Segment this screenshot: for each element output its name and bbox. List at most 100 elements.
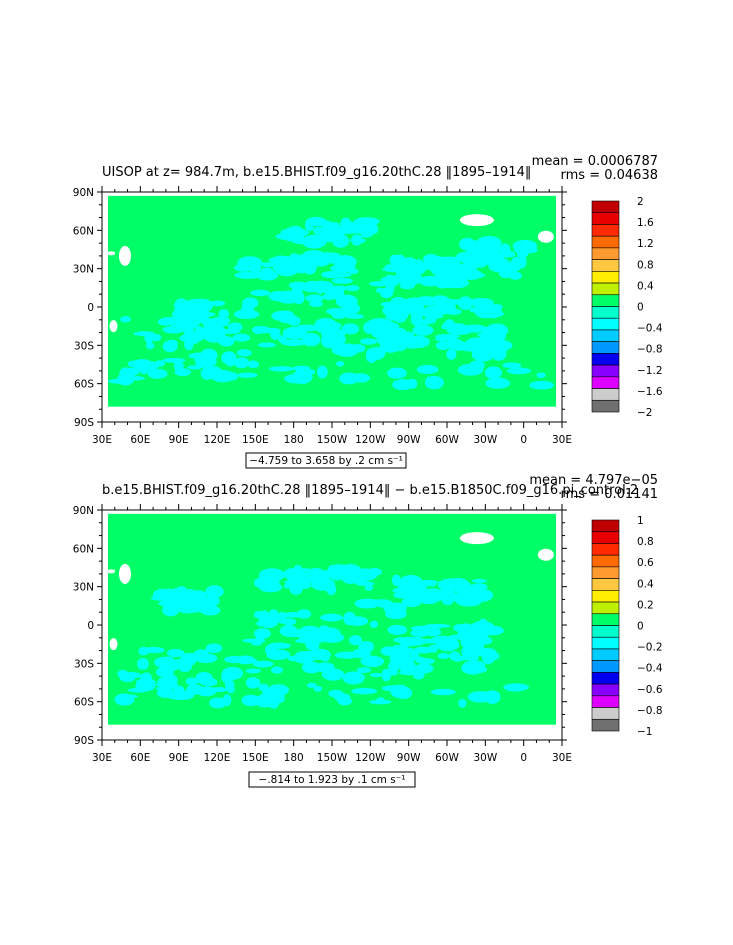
panel-2-axes: 90N 60N 30N 0 30S 60S 90S 30E 60E 90E 120E 150E 180 1…: [73, 504, 572, 764]
colorbar-swatch: [591, 306, 620, 319]
colorbar-label: −0.4: [637, 663, 663, 675]
panel-1-axes: 90N 60N 30N 0 30S 60S 90S 30E 60E 90E 120E 150E 180 1…: [73, 186, 572, 446]
colorbar-swatch: [591, 200, 620, 214]
panel-2-map: [102, 510, 562, 740]
colorbar-swatch: [591, 648, 620, 661]
colorbar-swatch: [591, 294, 620, 307]
colorbar-label: 0.2: [637, 599, 654, 611]
colorbar-label: −0.4: [637, 323, 663, 335]
colorbar-label: 0.8: [637, 259, 654, 271]
colorbar-swatch: [591, 235, 620, 249]
x-tick-label: 180: [284, 752, 304, 764]
panel-1-range-label: −4.759 to 3.658 by .2 cm s⁻¹: [249, 455, 403, 467]
x-tick-label: 90E: [169, 434, 189, 446]
colorbar-swatch: [591, 212, 620, 225]
panel-1-colorbar: 2 1.6 1.2 0.8 0.4 0 −0.4 −0.8 −1.2 −1.6 −2: [591, 196, 663, 419]
colorbar-swatch: [591, 519, 620, 533]
x-tick-label: 30E: [552, 434, 572, 446]
colorbar-label: −2: [637, 407, 652, 419]
y-tick-label: 90N: [73, 505, 94, 517]
x-tick-label: 120W: [355, 752, 386, 764]
colorbar-swatch: [591, 613, 620, 626]
x-tick-label: 90W: [397, 434, 421, 446]
colorbar-swatch: [591, 364, 620, 378]
panel-1-mean: mean = 0.0006787: [532, 154, 658, 169]
colorbar-swatch: [591, 224, 620, 237]
colorbar-label: 0.4: [637, 578, 654, 590]
colorbar-swatch: [591, 683, 620, 697]
x-tick-label: 90W: [397, 752, 421, 764]
y-tick-label: 0: [87, 620, 94, 632]
panel-2-mean: mean = 4.797e−05: [529, 473, 658, 488]
x-tick-label: 180: [284, 434, 304, 446]
panel-2-colorbar: 1 0.8 0.6 0.4 0.2 0 −0.2 −0.4 −0.6 −0.8 −1: [591, 515, 663, 738]
colorbar-label: −1.6: [637, 386, 663, 398]
colorbar-swatch: [591, 578, 620, 591]
y-tick-label: 60S: [74, 697, 94, 709]
colorbar-label: 1.2: [637, 238, 654, 250]
x-tick-label: 0: [520, 434, 527, 446]
x-tick-label: 150W: [317, 434, 348, 446]
colorbar-swatch: [591, 247, 620, 260]
panel-2-range-label: −.814 to 1.923 by .1 cm s⁻¹: [259, 774, 406, 786]
colorbar-label: −1: [637, 726, 652, 738]
colorbar-swatch: [591, 566, 620, 579]
y-tick-label: 60N: [73, 543, 94, 555]
colorbar-swatch: [591, 341, 620, 354]
x-tick-label: 60E: [130, 752, 150, 764]
y-tick-label: 30N: [73, 582, 94, 594]
panel-1-range-box: [245, 452, 407, 469]
y-tick-label: 30N: [73, 264, 94, 276]
y-tick-label: 60N: [73, 225, 94, 237]
panel-2: b.e15.BHIST.f09_g16.20thC.28 ‖1895–1914‖…: [73, 473, 663, 788]
x-tick-label: 150E: [242, 434, 269, 446]
colorbar-label: −0.2: [637, 642, 663, 654]
colorbar-swatch: [591, 259, 620, 272]
y-tick-label: 90N: [73, 187, 94, 199]
panel-2-rms: rms = 0.01141: [561, 487, 658, 502]
panel-1: UISOP at z= 984.7m, b.e15.BHIST.f09_g16.…: [73, 154, 663, 469]
y-tick-label: 0: [87, 302, 94, 314]
x-tick-label: 150E: [242, 752, 269, 764]
y-tick-label: 30S: [74, 340, 94, 352]
colorbar-swatch: [591, 353, 620, 366]
colorbar-label: 0.8: [637, 536, 654, 548]
colorbar-swatch: [591, 317, 620, 331]
x-tick-label: 0: [520, 752, 527, 764]
colorbar-swatch: [591, 271, 620, 284]
colorbar-swatch: [591, 531, 620, 544]
colorbar-label: 2: [637, 196, 644, 208]
x-tick-label: 150W: [317, 752, 348, 764]
colorbar-swatch: [591, 376, 620, 389]
colorbar-swatch: [591, 282, 620, 296]
colorbar-label: −1.2: [637, 365, 663, 377]
x-tick-label: 60E: [130, 434, 150, 446]
panel-1-map: [102, 192, 562, 422]
x-tick-label: 90E: [169, 752, 189, 764]
colorbar-label: 0.6: [637, 557, 654, 569]
colorbar-swatch: [591, 660, 620, 673]
colorbar-label: −0.8: [637, 344, 663, 356]
y-tick-label: 30S: [74, 658, 94, 670]
x-tick-label: 120E: [204, 434, 231, 446]
colorbar-swatch: [591, 718, 620, 732]
x-tick-label: 60W: [435, 752, 459, 764]
colorbar-swatch: [591, 554, 620, 568]
colorbar-swatch: [591, 625, 620, 638]
colorbar-label: 0: [637, 302, 644, 314]
colorbar-label: −0.8: [637, 705, 663, 717]
y-tick-label: 90S: [74, 417, 94, 429]
y-tick-label: 60S: [74, 379, 94, 391]
x-tick-label: 60W: [435, 434, 459, 446]
colorbar-label: 1: [637, 515, 644, 527]
x-tick-label: 30E: [92, 434, 112, 446]
colorbar-swatch: [591, 672, 620, 685]
panel-2-title: b.e15.BHIST.f09_g16.20thC.28 ‖1895–1914‖…: [102, 483, 638, 498]
colorbar-swatch: [591, 543, 620, 556]
colorbar-swatch: [591, 601, 620, 615]
colorbar-swatch: [591, 329, 620, 342]
y-tick-label: 90S: [74, 735, 94, 747]
colorbar-swatch: [591, 590, 620, 603]
colorbar-swatch: [591, 707, 620, 720]
x-tick-label: 120E: [204, 752, 231, 764]
